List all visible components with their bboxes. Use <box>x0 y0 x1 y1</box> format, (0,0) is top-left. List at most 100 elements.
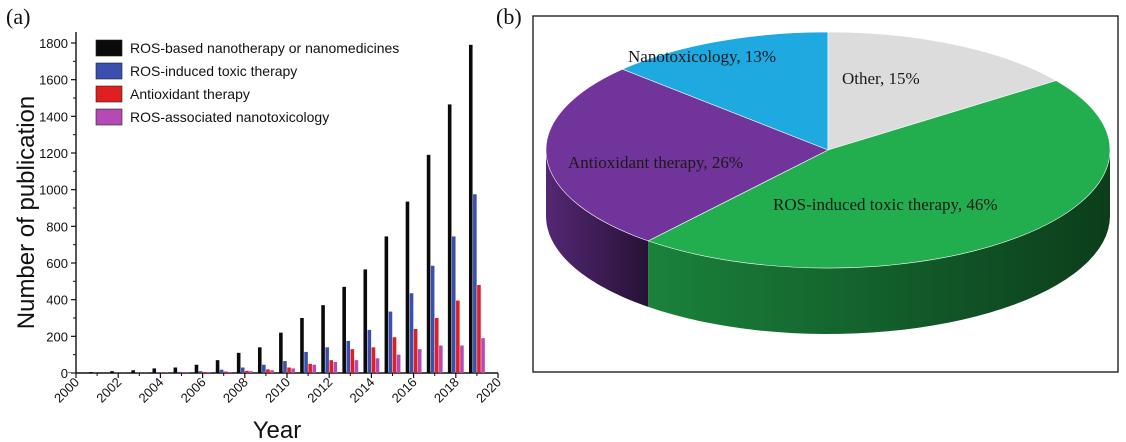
pie-slice-side <box>546 150 649 307</box>
legend-label: Antioxidant therapy <box>130 86 250 102</box>
bar <box>194 364 199 373</box>
bar <box>409 293 414 373</box>
pie-slice-top <box>647 80 1111 269</box>
legend-label: ROS-induced toxic therapy <box>130 63 297 79</box>
legend-swatch <box>95 62 123 80</box>
pie-slice-side <box>648 150 1110 334</box>
bar <box>202 372 207 373</box>
bar <box>396 354 401 373</box>
bar <box>215 360 220 373</box>
pie-slice-top <box>545 68 829 242</box>
y-tick-label: 200 <box>46 329 68 344</box>
bar <box>481 338 485 373</box>
bar <box>325 347 329 373</box>
bar <box>413 329 418 373</box>
legend-swatch <box>95 85 123 103</box>
y-tick-label: 0 <box>61 366 68 381</box>
bar <box>240 367 245 373</box>
bar <box>363 269 368 373</box>
y-tick-label: 1600 <box>39 73 68 88</box>
bar <box>270 370 274 373</box>
bar <box>173 367 178 373</box>
bar <box>181 372 186 373</box>
pie-slice-top <box>621 31 829 151</box>
bar <box>456 300 460 373</box>
x-axis-title: Year <box>253 417 302 442</box>
legend-swatch <box>95 39 123 57</box>
bar <box>384 236 389 373</box>
bar <box>405 201 410 373</box>
bar <box>156 372 161 373</box>
bar <box>219 369 224 373</box>
bar <box>279 332 283 373</box>
legend-label: ROS-based nanotherapy or nanomedicines <box>130 40 399 56</box>
bar <box>152 368 157 373</box>
bar <box>342 286 346 373</box>
bar <box>329 360 334 373</box>
pie-slice-label: ROS-induced toxic therapy, 46% <box>773 195 998 214</box>
bar <box>131 370 135 373</box>
bar <box>266 369 270 373</box>
y-tick-label: 1200 <box>39 146 68 161</box>
bar <box>308 363 312 373</box>
bar <box>198 371 203 373</box>
bar <box>451 236 456 373</box>
bar <box>333 362 338 373</box>
bar <box>262 364 266 373</box>
bar <box>388 311 393 373</box>
bar <box>417 349 422 373</box>
pie-slice-label: Nanotoxicology, 13% <box>628 47 776 66</box>
pie-slice-top <box>827 31 1057 151</box>
y-tick-label: 1800 <box>39 36 68 51</box>
bar <box>312 364 317 373</box>
y-tick-label: 1000 <box>39 183 68 198</box>
bar <box>245 370 249 373</box>
bar <box>300 318 304 373</box>
bar <box>135 372 140 373</box>
legend-label: ROS-associated nanotoxicology <box>130 109 329 125</box>
bar <box>346 340 351 373</box>
bar <box>283 361 287 373</box>
bar <box>287 367 291 373</box>
bar <box>468 44 473 373</box>
bar <box>223 371 228 373</box>
bar <box>304 351 308 373</box>
y-tick-label: 800 <box>46 219 68 234</box>
pie-slice-label: Other, 15% <box>842 69 920 88</box>
bar <box>177 371 182 373</box>
bar <box>110 371 114 373</box>
y-tick-label: 1400 <box>39 109 68 124</box>
y-tick-label: 400 <box>46 293 68 308</box>
y-tick-label: 600 <box>46 256 68 271</box>
panel-label-b: (b) <box>496 4 522 29</box>
bar <box>460 345 464 373</box>
bar <box>434 318 439 373</box>
bar <box>375 358 380 373</box>
bar <box>350 349 355 373</box>
y-axis-title: Number of publication <box>13 96 40 329</box>
bar <box>371 347 376 373</box>
bar <box>291 368 295 373</box>
bar <box>257 347 262 373</box>
bar <box>89 372 93 373</box>
bar <box>447 104 452 374</box>
pie-slice-label: Antioxidant therapy, 26% <box>568 153 743 172</box>
bar <box>68 372 72 373</box>
bar <box>354 360 359 373</box>
bar <box>249 371 253 373</box>
bar <box>321 305 325 373</box>
legend-swatch <box>95 108 123 126</box>
bar <box>473 194 477 373</box>
bar <box>236 352 241 373</box>
panel-label-a: (a) <box>6 4 31 29</box>
bar <box>430 265 435 373</box>
bar <box>392 337 397 373</box>
bar <box>228 371 232 373</box>
bar <box>426 154 431 373</box>
bar <box>439 345 443 373</box>
bar <box>367 329 372 373</box>
bar <box>206 372 211 373</box>
bar <box>477 285 481 373</box>
